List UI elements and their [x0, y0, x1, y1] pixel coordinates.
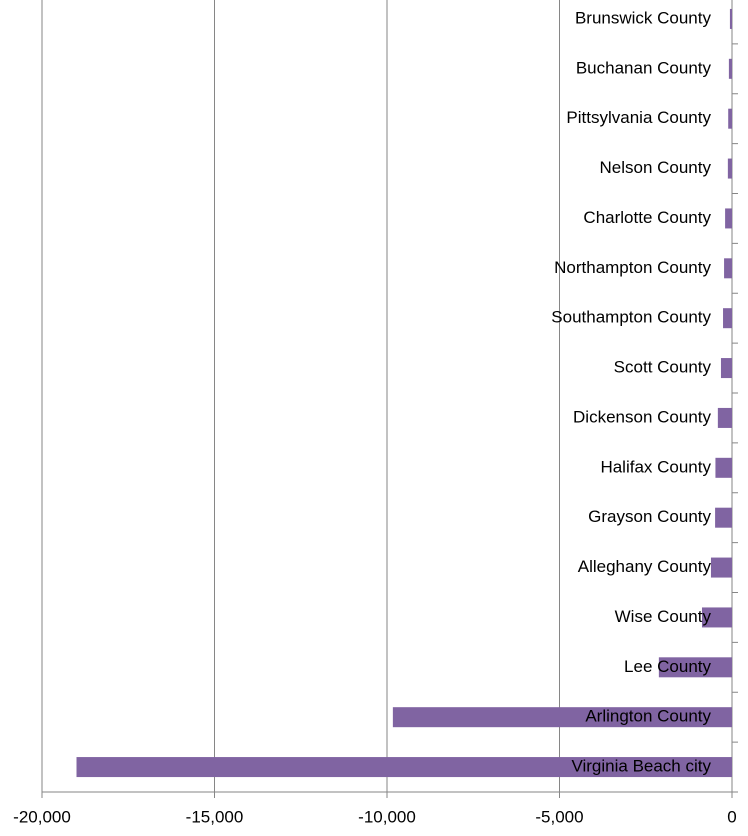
bar	[715, 457, 732, 478]
category-label: Charlotte County	[583, 208, 711, 227]
category-label: Dickenson County	[573, 407, 711, 426]
category-label: Scott County	[614, 358, 712, 377]
category-label: Northampton County	[554, 258, 711, 277]
category-label: Nelson County	[599, 158, 711, 177]
bar	[715, 507, 732, 528]
bar	[717, 407, 732, 428]
category-label: Buchanan County	[576, 58, 712, 77]
bar	[724, 258, 732, 279]
x-tick-label: 0	[727, 807, 736, 826]
bar	[710, 557, 732, 578]
category-label: Pittsylvania County	[566, 108, 711, 127]
bar	[723, 308, 732, 329]
category-label: Wise County	[615, 607, 712, 626]
x-tick-label: -20,000	[13, 807, 71, 826]
category-label: Southampton County	[551, 308, 711, 327]
x-tick-label: -10,000	[358, 807, 416, 826]
category-label: Brunswick County	[575, 8, 712, 27]
bar	[729, 8, 732, 29]
category-label: Arlington County	[585, 707, 711, 726]
bar	[728, 58, 732, 79]
category-label: Grayson County	[588, 507, 711, 526]
bar	[728, 108, 732, 129]
bar	[725, 208, 732, 229]
category-label: Halifax County	[600, 457, 711, 476]
x-tick-label: -5,000	[535, 807, 583, 826]
bar	[392, 707, 732, 728]
bar	[720, 358, 732, 379]
bar	[701, 607, 732, 628]
bar	[76, 757, 732, 778]
x-tick-label: -15,000	[186, 807, 244, 826]
bar	[727, 158, 732, 179]
category-label: Virginia Beach city	[571, 757, 711, 776]
category-label: Lee County	[624, 657, 711, 676]
bar	[658, 657, 732, 678]
category-label: Alleghany County	[578, 557, 712, 576]
